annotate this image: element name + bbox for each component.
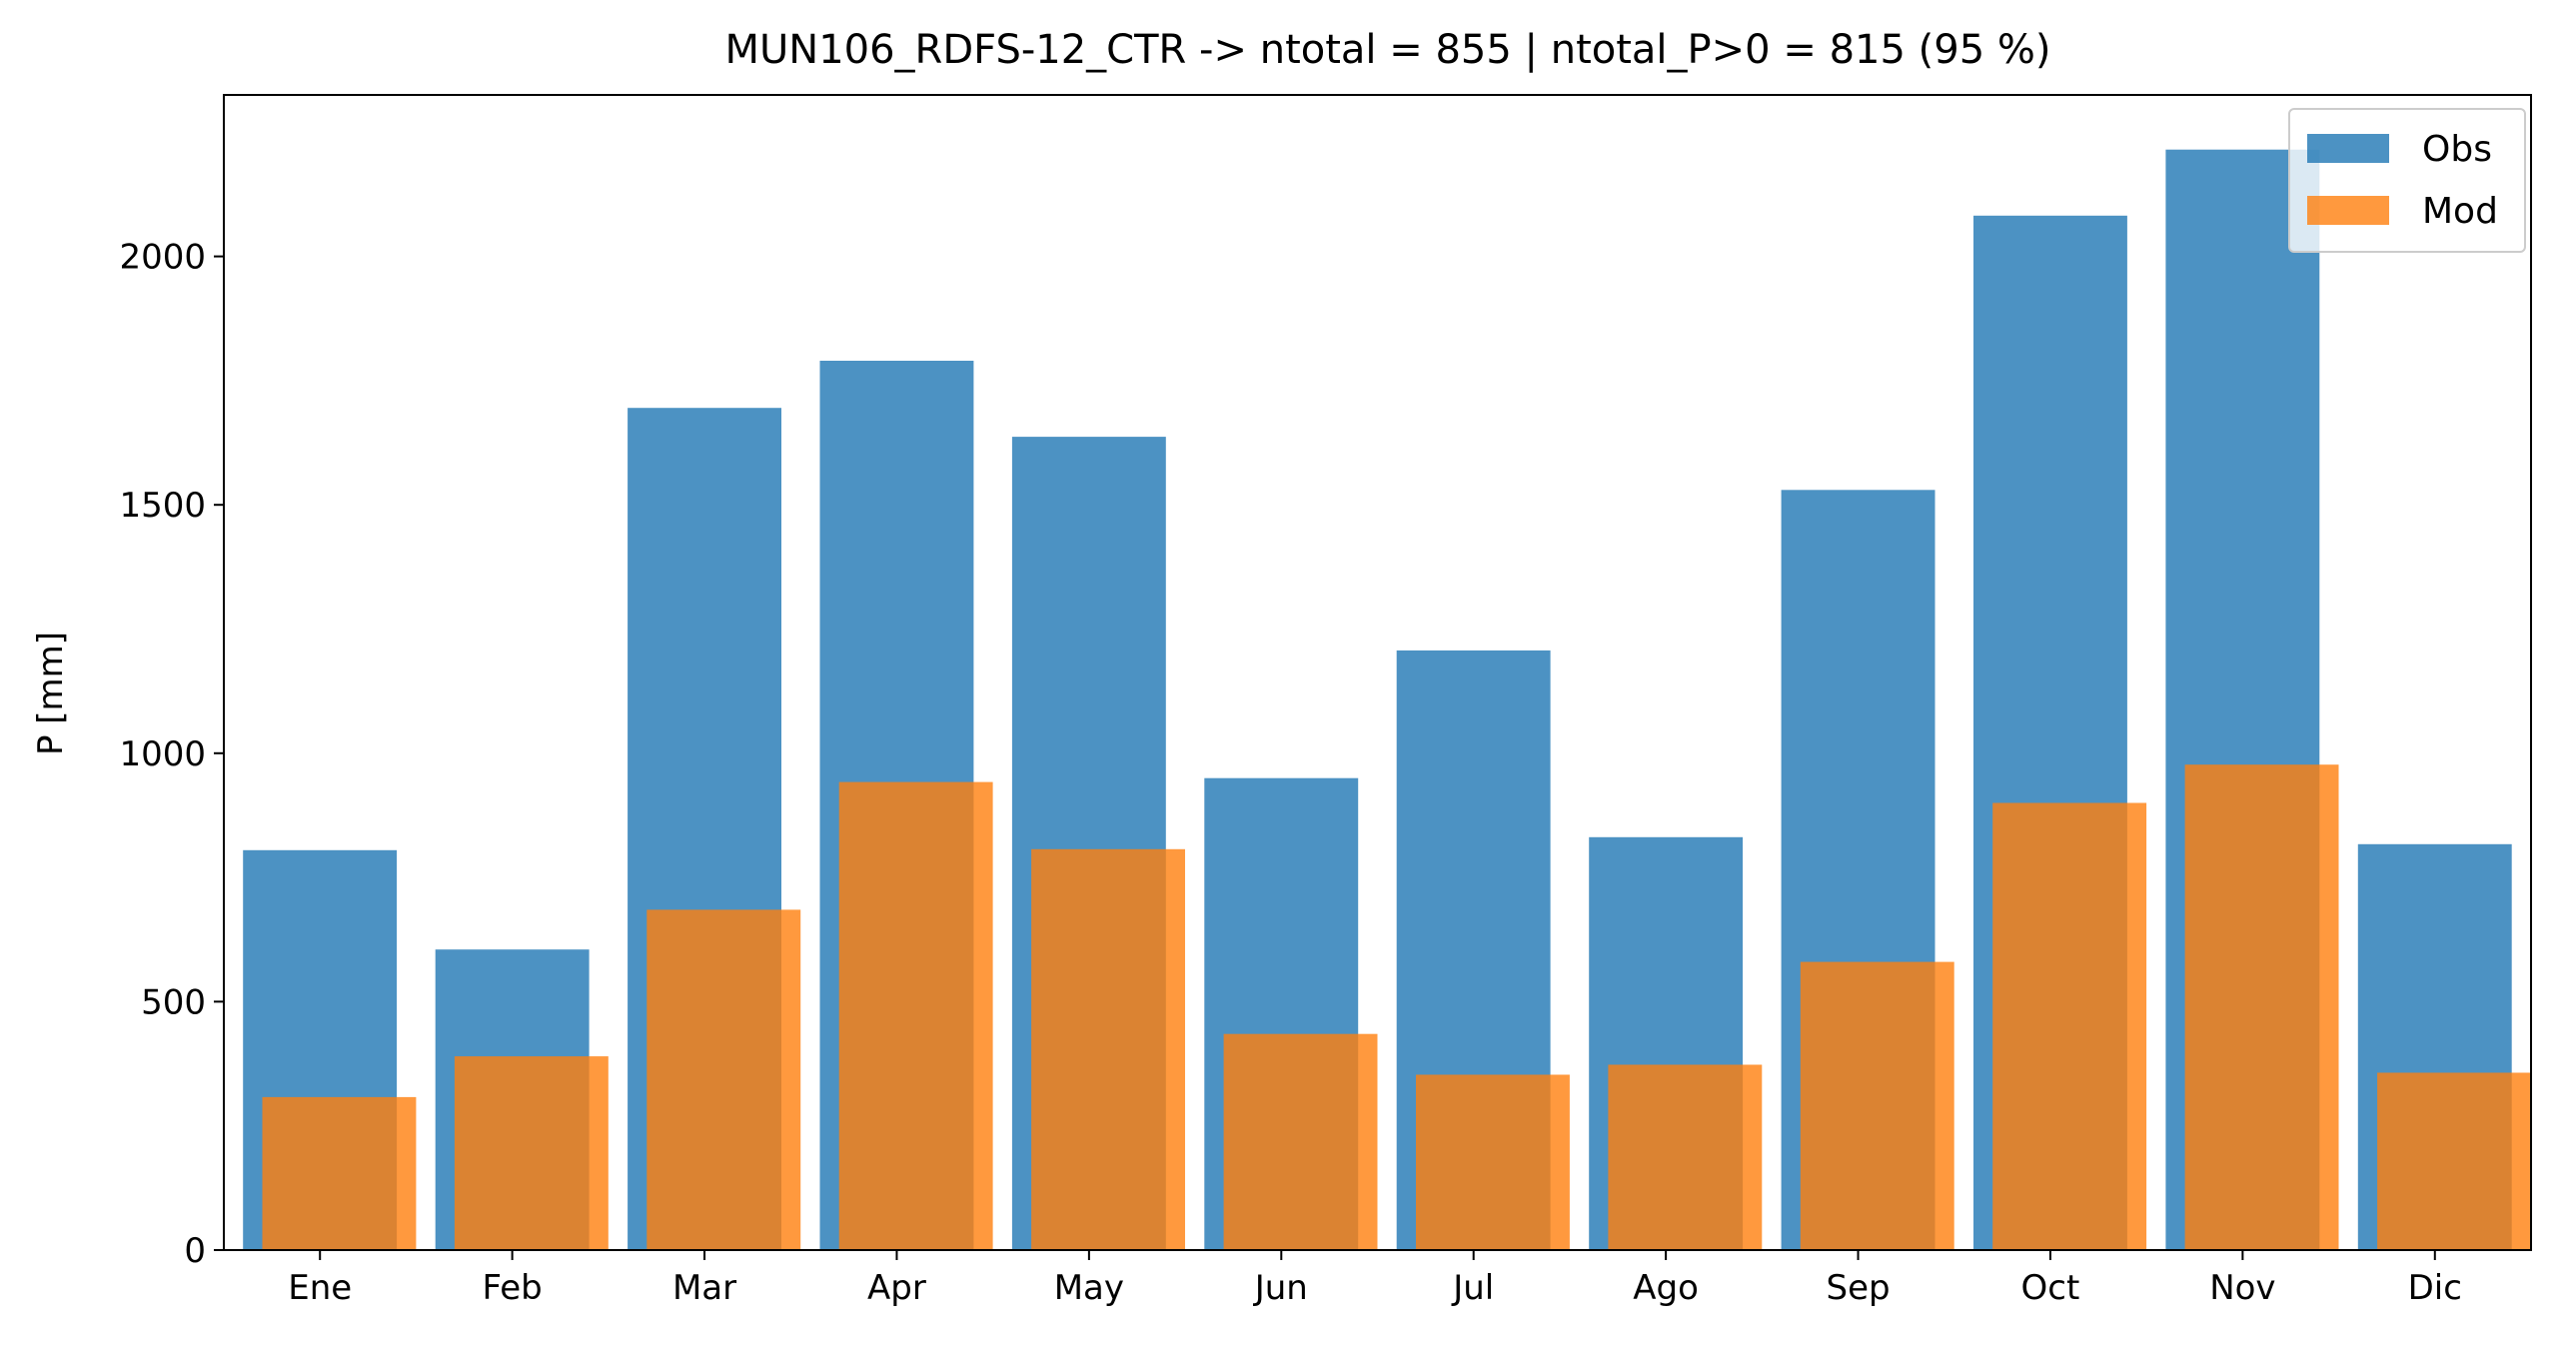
y-tick-label: 2000 — [119, 238, 206, 278]
y-axis-label: P [mm] — [31, 632, 71, 755]
bar-mod-jun — [1223, 1033, 1378, 1250]
y-tick-label: 0 — [184, 1231, 206, 1271]
y-tick-label: 1000 — [119, 734, 206, 774]
bar-mod-mar — [646, 909, 801, 1250]
x-tick-label: Sep — [1826, 1268, 1890, 1308]
legend: Obs Mod — [2288, 108, 2526, 253]
y-tick-label: 1500 — [119, 486, 206, 526]
x-tick-label: Mar — [672, 1268, 736, 1308]
bar-mod-ene — [262, 1096, 417, 1250]
plot-frame — [223, 94, 2532, 1251]
bar-mod-nov — [2184, 764, 2339, 1250]
bar-mod-jul — [1416, 1074, 1570, 1250]
bar-mod-sep — [1800, 961, 1954, 1250]
x-tick-label: Nov — [2209, 1268, 2275, 1308]
legend-label-mod: Mod — [2422, 191, 2498, 232]
x-tick-label: Jun — [1253, 1268, 1308, 1308]
x-tick-label: May — [1054, 1268, 1124, 1308]
bar-mod-dic — [2377, 1072, 2531, 1250]
x-tick-label: Jul — [1451, 1268, 1494, 1308]
bar-mod-oct — [1992, 802, 2147, 1250]
bar-mod-feb — [454, 1056, 609, 1250]
bar-mod-apr — [838, 781, 993, 1250]
axis-layer: Ene Feb Mar Apr May Jun Jul Ago Sep Oct Nov Dic 0 500… — [119, 238, 2461, 1308]
bar-mod-ago — [1608, 1064, 1763, 1250]
legend-swatch-obs — [2307, 134, 2389, 163]
x-tick-label: Ago — [1633, 1268, 1699, 1308]
chart-title: MUN106_RDFS-12_CTR -> ntotal = 855 | nto… — [725, 27, 2051, 73]
x-tick-label: Feb — [483, 1268, 543, 1308]
y-tick-label: 500 — [141, 982, 206, 1022]
bars-layer — [243, 149, 2531, 1251]
bar-mod-may — [1031, 848, 1185, 1250]
series-mod — [262, 764, 2531, 1250]
x-tick-label: Apr — [867, 1268, 926, 1308]
x-tick-label: Dic — [2408, 1268, 2462, 1308]
legend-label-obs: Obs — [2422, 129, 2492, 170]
legend-swatch-mod — [2307, 196, 2389, 225]
x-tick-label: Oct — [2021, 1268, 2080, 1308]
x-tick-label: Ene — [288, 1268, 352, 1308]
